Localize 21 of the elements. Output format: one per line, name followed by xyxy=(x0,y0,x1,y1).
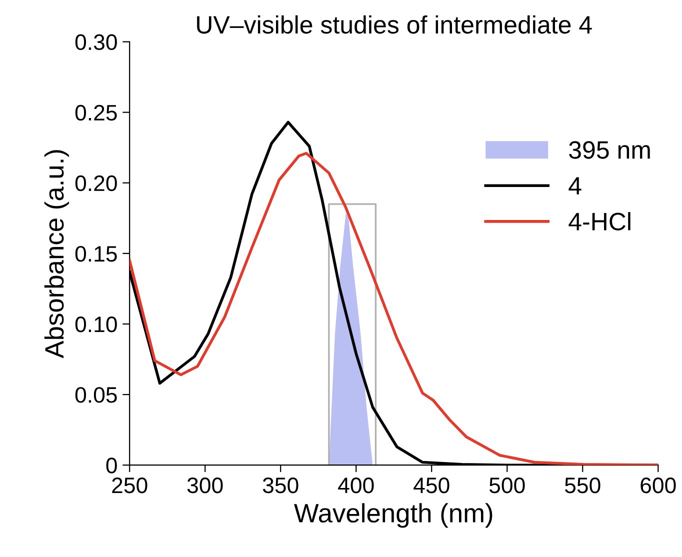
y-tick-label: 0.20 xyxy=(75,175,117,192)
y-axis-title: Absorbance (a.u.) xyxy=(44,150,69,358)
x-tick-label: 450 xyxy=(414,477,450,494)
x-tick-label: 600 xyxy=(640,477,676,494)
x-tick-label: 550 xyxy=(564,477,600,494)
y-tick-label: 0.05 xyxy=(75,387,117,403)
chart-title: UV–visible studies of intermediate 4 xyxy=(197,15,592,34)
legend-label: 395 nm xyxy=(569,141,650,159)
y-tick-label: 0.15 xyxy=(75,246,117,262)
x-tick-label: 250 xyxy=(112,477,148,494)
x-axis-title: Wavelength (nm) xyxy=(294,503,492,528)
x-tick-label: 350 xyxy=(262,477,298,494)
legend-label: 4-HCl xyxy=(568,212,630,230)
x-tick-label: 400 xyxy=(338,477,374,494)
y-tick-label: 0.25 xyxy=(75,104,117,121)
x-tick-label: 500 xyxy=(489,477,525,494)
x-tick-label: 300 xyxy=(187,477,223,494)
legend-label: 4 xyxy=(568,177,582,194)
y-tick-label: 0.10 xyxy=(75,316,117,332)
y-tick-label: 0 xyxy=(106,458,117,474)
y-tick-label: 0.30 xyxy=(75,34,117,50)
